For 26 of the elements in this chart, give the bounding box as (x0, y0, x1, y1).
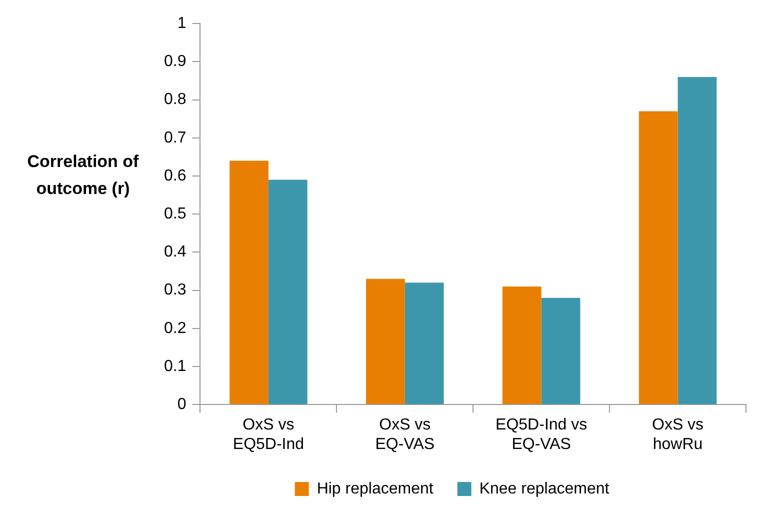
y-tick-label: 0.4 (164, 244, 186, 261)
bar (502, 286, 542, 404)
x-tick-label: OxS vs howRu (652, 416, 704, 453)
y-tick-label: 0 (177, 396, 186, 414)
y-tick-label: 0.2 (164, 320, 186, 337)
y-tick-label: 0.8 (164, 91, 186, 108)
y-axis-title: Correlation of outcome (r) (26, 151, 140, 200)
x-tick-label: OxS vs EQ5D-Ind (232, 416, 304, 453)
x-tick-label: EQ5D-Ind vs EQ-VAS (496, 416, 588, 453)
bar (268, 180, 308, 404)
y-tick-label: 0.7 (164, 129, 186, 146)
legend-label: Hip replacement (316, 480, 434, 498)
bar (541, 298, 580, 404)
legend-label: Knee replacement (479, 480, 610, 498)
y-tick-label: 1 (177, 15, 186, 32)
bar (230, 160, 268, 404)
bar (638, 111, 678, 404)
y-tick-label: 0.1 (164, 358, 186, 375)
bar (404, 282, 444, 404)
x-tick-label: OxS vs EQ-VAS (375, 416, 435, 453)
y-tick-label: 0.3 (164, 282, 186, 299)
bar (366, 278, 405, 404)
y-tick-label: 0.9 (164, 53, 186, 70)
bar (678, 76, 717, 404)
y-tick-label: 0.6 (164, 167, 186, 184)
y-tick-label: 0.5 (164, 206, 186, 223)
